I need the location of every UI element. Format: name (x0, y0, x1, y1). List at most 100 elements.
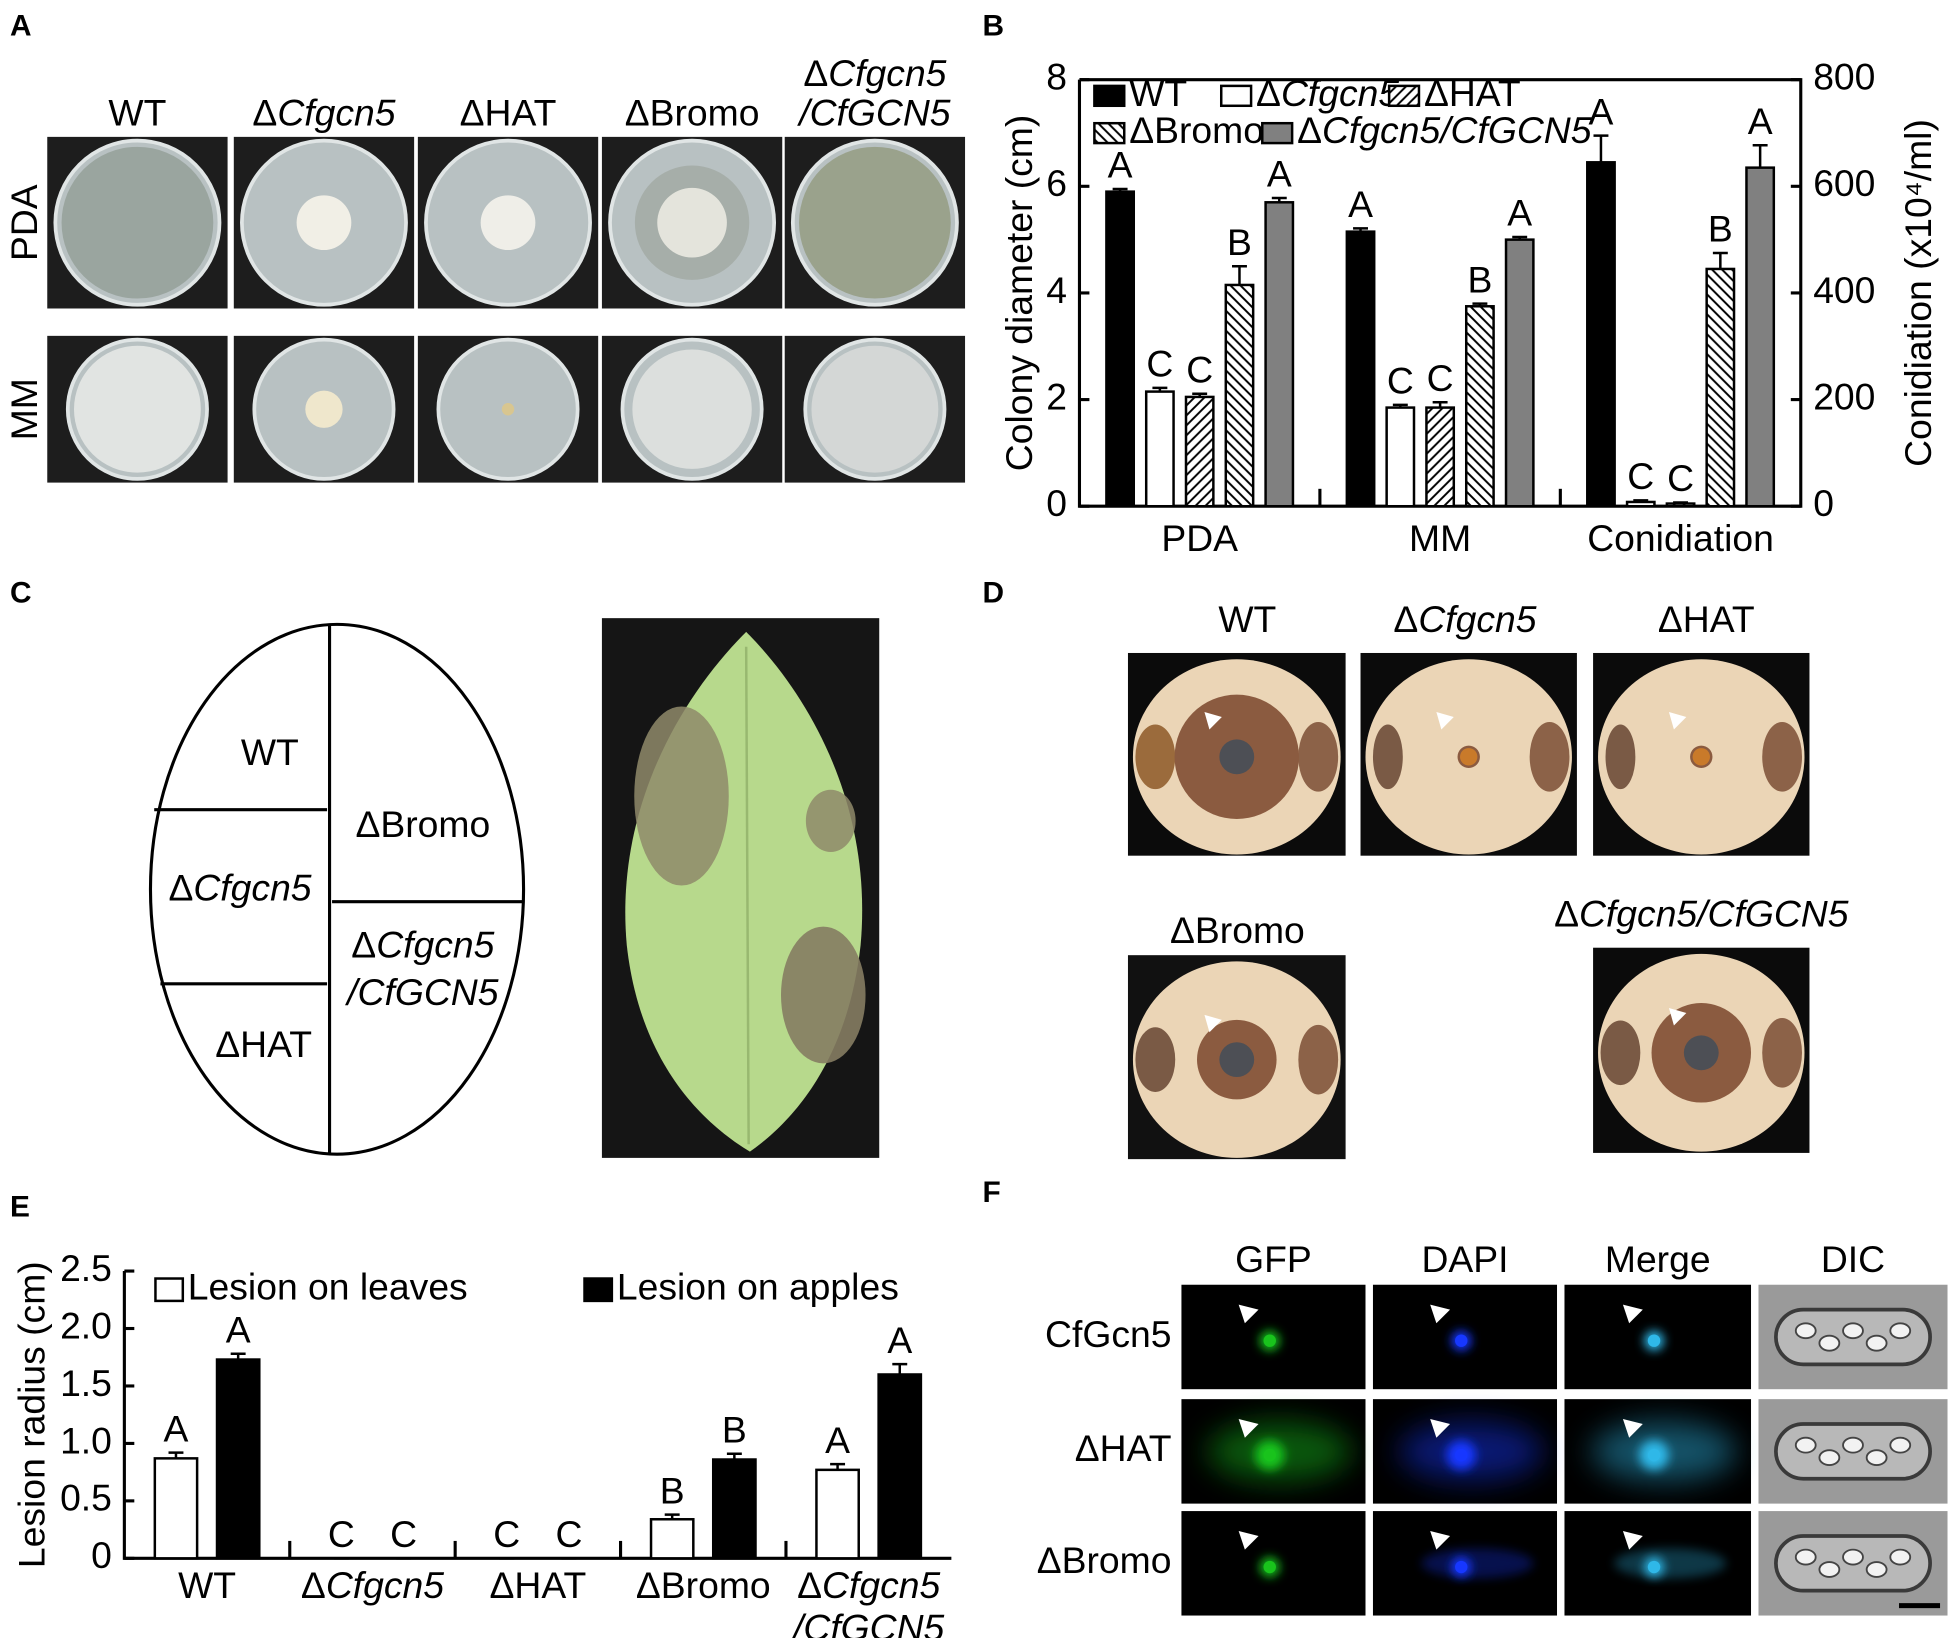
section-label: ΔBromo (355, 803, 490, 845)
lesion-core (1219, 739, 1255, 775)
nucleus (1455, 1448, 1468, 1462)
colony (296, 195, 352, 251)
nucleus (1647, 1334, 1661, 1347)
arrowhead (1622, 1530, 1643, 1550)
row-label: MM (3, 378, 45, 440)
panel-letter: E (10, 1191, 30, 1224)
arrowhead (1204, 712, 1222, 730)
arrowhead (1622, 1419, 1643, 1438)
significance-letter: A (1748, 100, 1773, 142)
bar (153, 1457, 199, 1560)
legend-label: Lesion on apples (617, 1266, 899, 1308)
arrowhead (1238, 1419, 1259, 1438)
row-label: PDA (3, 184, 45, 261)
significance-letter: A (1507, 192, 1532, 234)
granule (1889, 1436, 1912, 1454)
apple-label: ΔCfgcn5 (1393, 598, 1536, 640)
label: PDA (1161, 517, 1238, 559)
significance-letter: C (1667, 457, 1694, 499)
lesion (805, 789, 856, 852)
tick-label: 4 (1046, 269, 1067, 311)
significance-letter: A (1348, 183, 1373, 225)
granule (1865, 1334, 1888, 1352)
granule (1842, 1436, 1864, 1454)
significance-letter: B (1708, 208, 1733, 250)
bar (1144, 390, 1175, 508)
column-label: Merge (1605, 1238, 1711, 1280)
label: ΔBromo (636, 1564, 771, 1606)
colony (480, 195, 536, 251)
tick-label: 1.0 (60, 1419, 112, 1461)
legend-swatch (154, 1277, 185, 1303)
apple-label: ΔHAT (1658, 598, 1755, 640)
arrowhead (1430, 1530, 1451, 1550)
error-bar (1593, 134, 1609, 163)
bar (1586, 161, 1616, 508)
significance-letter: A (1589, 90, 1614, 132)
legend-label: WT (1129, 72, 1187, 114)
section-label: ΔCfgcn5 (168, 866, 311, 908)
colony-center (657, 187, 727, 258)
section-label: ΔHAT (215, 1023, 312, 1065)
label: ΔHAT (489, 1564, 586, 1606)
significance-letter: B (660, 1469, 685, 1511)
significance-letter: C (555, 1513, 582, 1555)
bar (215, 1358, 261, 1560)
significance-letter: C (1427, 357, 1454, 399)
row-label: ΔBromo (1037, 1539, 1172, 1581)
error-bar (1712, 251, 1728, 269)
apple-label: ΔBromo (1170, 909, 1305, 951)
arrowhead (1668, 712, 1687, 730)
row-label: ΔHAT (1075, 1427, 1172, 1469)
panel-letter: B (982, 9, 1004, 42)
granule (1794, 1548, 1817, 1566)
arrowhead (1238, 1530, 1259, 1550)
nucleus (1263, 1560, 1276, 1574)
bar (1184, 395, 1215, 508)
bar (1105, 190, 1136, 508)
bar (711, 1458, 757, 1560)
ellipse (148, 622, 526, 1156)
arrowhead (1436, 712, 1454, 730)
panel-d: WT ΔCfgcn5 ΔHAT ΔBromo ΔCfgcn5/CfGCN5 (1127, 598, 1849, 1160)
lesion-core (1692, 748, 1710, 766)
bar (1504, 238, 1535, 508)
leaf-photo (601, 618, 880, 1158)
significance-letter: C (1627, 455, 1654, 497)
nucleus (1455, 1334, 1468, 1347)
granule (1818, 1334, 1841, 1352)
midrib (744, 646, 750, 1145)
colony (811, 345, 939, 473)
tick-label: 2.0 (60, 1304, 112, 1346)
tick-label: 600 (1813, 162, 1875, 204)
legend-label: ΔCfgcn5/CfGCN5 (1297, 109, 1592, 151)
granule (1865, 1561, 1888, 1578)
significance-letter: C (493, 1513, 520, 1555)
panel-letter: D (982, 576, 1004, 609)
label: WT (178, 1564, 236, 1606)
column-label: DIC (1821, 1238, 1885, 1280)
section-label: /CfGCN5 (344, 971, 499, 1013)
legend-swatch (1261, 121, 1294, 145)
granule (1889, 1548, 1912, 1566)
label: ΔBromo (625, 92, 760, 134)
nucleus (1647, 1560, 1661, 1574)
legend-label: Lesion on leaves (188, 1266, 468, 1308)
lesion-core (1683, 1035, 1719, 1071)
bar (1464, 305, 1495, 508)
side-lesion (1600, 1020, 1641, 1086)
section-label: WT (241, 731, 299, 773)
panel-letter: F (982, 1176, 1000, 1209)
side-lesion (1372, 724, 1403, 790)
label: /CfGCN5 (796, 92, 951, 134)
error-bar (1232, 265, 1247, 285)
bar (1625, 500, 1656, 508)
colony (632, 349, 752, 469)
bar (877, 1373, 923, 1560)
bar-chart: 0 2 4 6 8 0 200 400 600 800 Colony diameter (cm) Co… (998, 56, 1939, 559)
nucleus (1455, 1560, 1468, 1574)
side-lesion (1762, 1017, 1803, 1088)
axis-line (1077, 78, 1803, 508)
significance-letter: B (1227, 221, 1252, 263)
tick-label: 200 (1813, 375, 1875, 417)
